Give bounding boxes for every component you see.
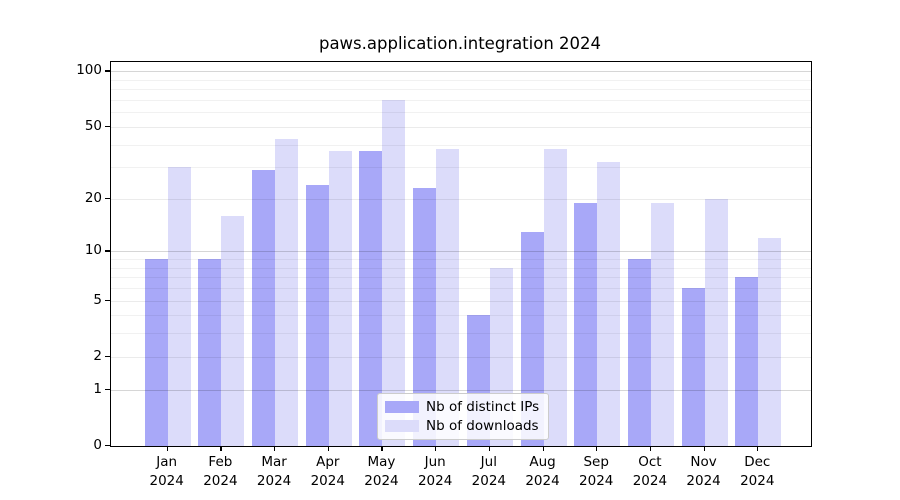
bar-downloads-jan <box>167 167 191 446</box>
gridline-y-2 <box>111 356 811 358</box>
bar-downloads-oct <box>650 202 674 446</box>
x-axis-tick-label-aug: Aug 2024 <box>525 454 560 489</box>
x-axis-tick-label-jan: Jan 2024 <box>149 454 184 489</box>
x-axis-tick-label-oct: Oct 2024 <box>632 454 668 489</box>
bar-distinct-ips-apr <box>305 184 329 446</box>
x-axis-tickmark-may <box>381 446 383 451</box>
x-axis-tickmark-dec <box>757 446 759 451</box>
gridline-y-10 <box>111 251 811 253</box>
y-axis-tick-label-0: 0 <box>93 437 102 453</box>
x-axis-tickmark-mar <box>274 446 276 451</box>
bar-downloads-mar <box>275 138 299 446</box>
gridline-y-30 <box>111 167 811 169</box>
x-axis-tickmark-jul <box>488 446 491 451</box>
y-axis-tick-label-50: 50 <box>84 117 102 134</box>
gridline-y-50 <box>111 126 811 128</box>
gridline-y-70 <box>111 99 811 101</box>
chart-title: paws.application.integration 2024 <box>318 34 602 53</box>
x-axis-tickmark-nov <box>703 446 705 451</box>
y-axis-tick-label-100: 100 <box>76 62 102 79</box>
x-axis-tickmark-jun <box>435 446 437 451</box>
y-axis-tick-label-5: 5 <box>93 291 102 308</box>
bar-distinct-ips-jan <box>144 259 168 446</box>
plot-area <box>110 61 812 447</box>
gridline-y-9 <box>111 259 811 261</box>
x-axis-tick-label-jun: Jun 2024 <box>417 454 453 489</box>
y-axis-tick-label-10: 10 <box>84 242 102 259</box>
bar-downloads-jun <box>436 148 460 446</box>
bar-downloads-dec <box>758 237 782 446</box>
bar-downloads-sep <box>597 162 621 446</box>
y-axis-tickmark-0 <box>105 445 110 447</box>
gridline-y-80 <box>111 89 811 91</box>
bar-distinct-ips-feb <box>198 259 222 446</box>
gridline-y-5 <box>111 300 811 302</box>
gridline-y-60 <box>111 112 811 114</box>
bar-downloads-may <box>382 99 406 446</box>
bar-distinct-ips-aug <box>520 231 544 446</box>
y-axis-tickmark-5 <box>105 299 110 301</box>
legend-item-downloads: Nb of downloads <box>385 418 540 434</box>
gridline-y-4 <box>111 315 811 317</box>
gridline-y-90 <box>111 79 811 81</box>
bar-distinct-ips-jun <box>413 188 437 446</box>
bar-distinct-ips-may <box>359 150 383 446</box>
x-axis-tickmark-aug <box>542 446 544 451</box>
legend-item-distinct-ips: Nb of distinct IPs <box>385 399 540 415</box>
y-axis-tick-label-20: 20 <box>84 189 102 206</box>
y-axis-tickmark-1 <box>105 388 110 390</box>
bar-distinct-ips-oct <box>627 259 651 446</box>
gridline-y-6 <box>111 288 811 290</box>
legend-swatch-downloads <box>385 420 419 432</box>
x-axis-tick-label-jul: Jul 2024 <box>471 454 506 489</box>
x-axis-tick-label-mar: Mar 2024 <box>256 454 292 489</box>
x-axis-tick-label-dec: Dec 2024 <box>740 454 775 489</box>
x-axis-tick-label-apr: Apr 2024 <box>310 454 345 489</box>
gridline-y-40 <box>111 144 811 146</box>
x-axis-tickmark-feb <box>220 446 222 451</box>
bar-downloads-apr <box>328 150 352 446</box>
bar-downloads-feb <box>221 216 245 446</box>
bar-downloads-nov <box>704 198 728 446</box>
gridline-y-7 <box>111 277 811 279</box>
legend-label-distinct-ips: Nb of distinct IPs <box>426 399 540 415</box>
gridline-y-1 <box>111 389 811 391</box>
bar-distinct-ips-dec <box>735 277 759 446</box>
x-axis-tick-label-nov: Nov 2024 <box>686 454 721 489</box>
legend-swatch-distinct-ips <box>385 401 419 413</box>
bar-distinct-ips-sep <box>574 202 598 446</box>
legend-label-downloads: Nb of downloads <box>426 418 539 434</box>
y-axis-tickmark-20 <box>105 197 110 200</box>
x-axis-tickmark-apr <box>327 446 329 451</box>
legend: Nb of distinct IPs Nb of downloads <box>377 393 549 440</box>
bar-downloads-aug <box>543 148 567 446</box>
x-axis-tickmark-oct <box>649 446 652 451</box>
x-axis-tick-label-sep: Sep 2024 <box>579 454 614 489</box>
bar-distinct-ips-nov <box>681 288 705 446</box>
y-axis-tickmark-10 <box>105 250 110 252</box>
gridline-y-3 <box>111 333 811 335</box>
gridline-y-8 <box>111 267 811 269</box>
x-axis-tick-label-feb: Feb 2024 <box>203 454 238 489</box>
x-axis-tick-label-may: May 2024 <box>364 454 399 489</box>
x-axis-tickmark-sep <box>596 446 598 451</box>
y-axis-tick-label-2: 2 <box>93 347 102 364</box>
gridline-y-100 <box>111 71 811 73</box>
y-axis-tickmark-2 <box>105 355 110 357</box>
bar-distinct-ips-mar <box>252 169 276 446</box>
y-axis-tick-label-1: 1 <box>93 380 102 397</box>
y-axis-tickmark-50 <box>105 125 110 128</box>
x-axis-tickmark-jan <box>166 446 168 451</box>
y-axis-tickmark-100 <box>105 70 110 72</box>
gridline-y-20 <box>111 198 811 200</box>
